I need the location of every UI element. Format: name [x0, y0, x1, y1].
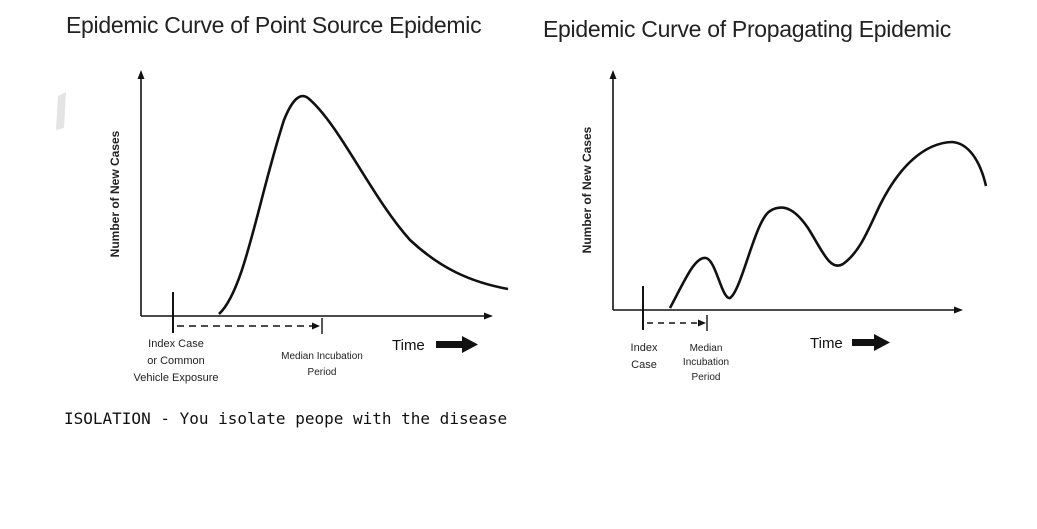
left-chart-title: Epidemic Curve of Point Source Epidemic [66, 12, 482, 38]
left-incubation-label-line2: Period [308, 367, 337, 378]
right-time-arrow-icon [852, 334, 890, 351]
right-index-label-line1: Index [631, 342, 658, 354]
isolation-note: ISOLATION - You isolate peope with the d… [64, 409, 508, 428]
left-exposure-label-line1: Index Case [148, 338, 204, 350]
right-incubation-arrowhead [698, 319, 706, 327]
right-chart-title: Epidemic Curve of Propagating Epidemic [543, 16, 951, 42]
left-incubation-arrowhead [312, 322, 320, 330]
right-incubation-label-line2: Incubation [683, 357, 729, 368]
right-y-axis-arrow [609, 70, 617, 79]
right-index-label-line2: Case [631, 359, 657, 371]
left-y-axis-arrow [137, 70, 145, 79]
left-time-arrow-icon [436, 336, 478, 353]
propagating-curve [668, 140, 988, 309]
right-x-axis-arrow [954, 306, 963, 314]
watermark-fragment [56, 92, 66, 130]
left-incubation-label-line1: Median Incubation [281, 351, 363, 362]
left-y-axis-label: Number of New Cases [108, 130, 122, 257]
left-x-axis-arrow [484, 312, 493, 320]
right-incubation-label-line3: Period [692, 372, 721, 383]
right-incubation-label-line1: Median [690, 343, 723, 354]
right-y-axis-label: Number of New Cases [580, 126, 594, 253]
point-source-curve [218, 94, 509, 315]
left-exposure-label-line2: or Common [147, 355, 204, 367]
right-time-label: Time [810, 335, 843, 352]
left-exposure-label-line3: Vehicle Exposure [134, 372, 219, 384]
left-time-label: Time [392, 337, 425, 354]
